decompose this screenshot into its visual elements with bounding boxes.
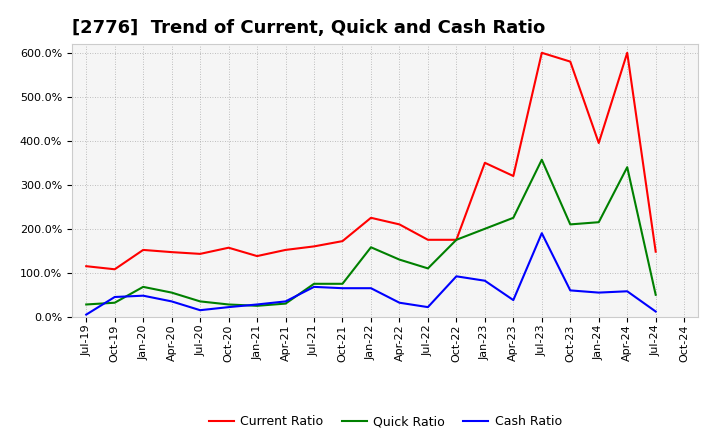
Quick Ratio bbox=[537, 157, 546, 162]
Cash Ratio bbox=[82, 312, 91, 317]
Cash Ratio bbox=[566, 288, 575, 293]
Current Ratio bbox=[423, 237, 432, 242]
Current Ratio bbox=[566, 59, 575, 64]
Current Ratio bbox=[167, 249, 176, 255]
Text: [2776]  Trend of Current, Quick and Cash Ratio: [2776] Trend of Current, Quick and Cash … bbox=[72, 19, 545, 37]
Quick Ratio bbox=[623, 165, 631, 170]
Current Ratio bbox=[82, 264, 91, 269]
Cash Ratio bbox=[225, 304, 233, 310]
Cash Ratio bbox=[623, 289, 631, 294]
Cash Ratio bbox=[366, 286, 375, 291]
Cash Ratio bbox=[537, 231, 546, 236]
Quick Ratio bbox=[282, 301, 290, 306]
Quick Ratio bbox=[595, 220, 603, 225]
Quick Ratio bbox=[338, 281, 347, 286]
Current Ratio bbox=[395, 222, 404, 227]
Line: Cash Ratio: Cash Ratio bbox=[86, 233, 656, 315]
Current Ratio bbox=[480, 160, 489, 165]
Cash Ratio bbox=[395, 300, 404, 305]
Quick Ratio bbox=[509, 215, 518, 220]
Quick Ratio bbox=[452, 237, 461, 242]
Current Ratio bbox=[623, 50, 631, 55]
Quick Ratio bbox=[366, 245, 375, 250]
Current Ratio bbox=[338, 238, 347, 244]
Current Ratio bbox=[110, 267, 119, 272]
Quick Ratio bbox=[395, 257, 404, 262]
Current Ratio bbox=[196, 251, 204, 257]
Current Ratio bbox=[452, 237, 461, 242]
Current Ratio bbox=[595, 140, 603, 146]
Current Ratio bbox=[652, 249, 660, 254]
Current Ratio bbox=[310, 244, 318, 249]
Cash Ratio bbox=[509, 297, 518, 303]
Quick Ratio bbox=[110, 300, 119, 305]
Cash Ratio bbox=[595, 290, 603, 295]
Quick Ratio bbox=[225, 302, 233, 307]
Line: Quick Ratio: Quick Ratio bbox=[86, 160, 656, 306]
Quick Ratio bbox=[139, 284, 148, 290]
Cash Ratio bbox=[652, 309, 660, 314]
Current Ratio bbox=[537, 50, 546, 55]
Cash Ratio bbox=[110, 294, 119, 300]
Quick Ratio bbox=[480, 226, 489, 231]
Current Ratio bbox=[225, 245, 233, 250]
Legend: Current Ratio, Quick Ratio, Cash Ratio: Current Ratio, Quick Ratio, Cash Ratio bbox=[204, 411, 567, 433]
Current Ratio bbox=[253, 253, 261, 259]
Quick Ratio bbox=[167, 290, 176, 295]
Quick Ratio bbox=[253, 303, 261, 308]
Cash Ratio bbox=[452, 274, 461, 279]
Current Ratio bbox=[139, 247, 148, 253]
Quick Ratio bbox=[196, 299, 204, 304]
Cash Ratio bbox=[253, 302, 261, 307]
Quick Ratio bbox=[310, 281, 318, 286]
Cash Ratio bbox=[167, 299, 176, 304]
Cash Ratio bbox=[139, 293, 148, 298]
Cash Ratio bbox=[282, 299, 290, 304]
Current Ratio bbox=[509, 173, 518, 179]
Cash Ratio bbox=[480, 278, 489, 283]
Quick Ratio bbox=[82, 302, 91, 307]
Quick Ratio bbox=[566, 222, 575, 227]
Cash Ratio bbox=[338, 286, 347, 291]
Quick Ratio bbox=[423, 266, 432, 271]
Line: Current Ratio: Current Ratio bbox=[86, 53, 656, 269]
Cash Ratio bbox=[423, 304, 432, 310]
Cash Ratio bbox=[196, 308, 204, 313]
Quick Ratio bbox=[652, 292, 660, 297]
Current Ratio bbox=[282, 247, 290, 253]
Cash Ratio bbox=[310, 284, 318, 290]
Current Ratio bbox=[366, 215, 375, 220]
